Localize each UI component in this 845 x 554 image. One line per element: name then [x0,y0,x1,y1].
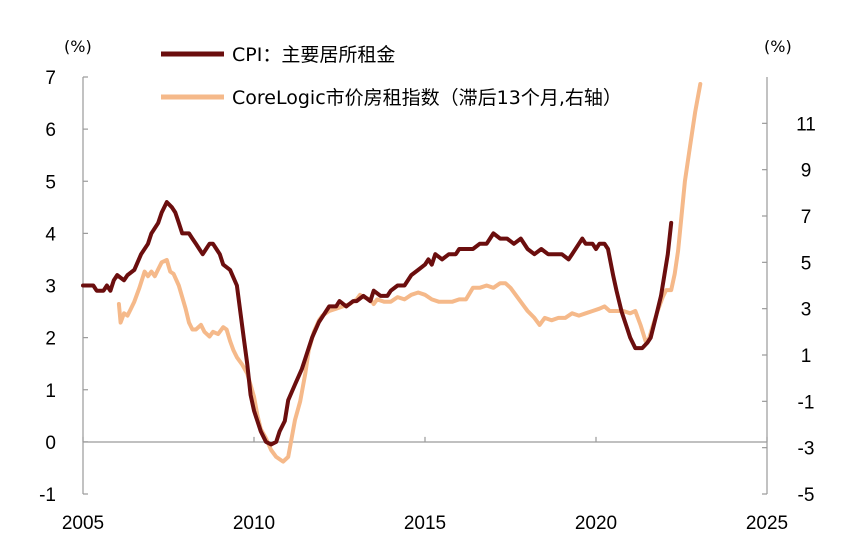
right-tick-label: -3 [798,439,815,460]
left-tick-label: -1 [39,485,56,506]
right-tick-label: 11 [796,114,816,135]
x-tick-label: 2010 [233,513,275,534]
right-tick-label: -5 [798,485,815,506]
x-tick-label: 2020 [575,513,617,534]
x-tick-label: 2005 [62,513,104,534]
left-tick-label: 5 [45,172,56,193]
left-tick-label: 6 [45,120,56,141]
x-tick-label: 2015 [404,513,446,534]
legend-label-cpi: CPI：主要居所租金 [232,44,395,66]
right-axis-unit: (%) [764,37,792,56]
left-tick-label: 4 [45,224,56,245]
right-tick-label: 1 [801,346,812,367]
left-tick-labels: -1 0 1 2 3 4 5 6 7 [39,68,56,506]
x-tick-labels: 2005 2010 2015 2020 2025 [62,513,788,534]
left-axis-unit: (%) [64,37,92,56]
left-tick-label: 0 [45,433,56,454]
tick-marks [82,76,768,495]
right-tick-label: 5 [801,253,812,274]
right-tick-label: 3 [801,300,812,321]
x-tick-label: 2025 [746,513,788,534]
right-tick-labels: -5 -3 -1 1 3 5 7 9 11 [796,114,816,506]
left-tick-label: 7 [45,68,56,89]
series-line-cpi [81,200,674,447]
legend-label-corelogic: CoreLogic市价房租指数（滞后13个月,右轴） [232,87,622,109]
legend: CPI：主要居所租金 CoreLogic市价房租指数（滞后13个月,右轴） [161,44,622,109]
series-layer [81,82,703,464]
right-tick-label: 7 [801,207,812,228]
right-tick-label: -1 [798,392,815,413]
left-tick-label: 1 [45,381,56,402]
left-tick-label: 3 [45,277,56,298]
left-tick-label: 2 [45,329,56,350]
right-tick-label: 9 [801,161,812,182]
